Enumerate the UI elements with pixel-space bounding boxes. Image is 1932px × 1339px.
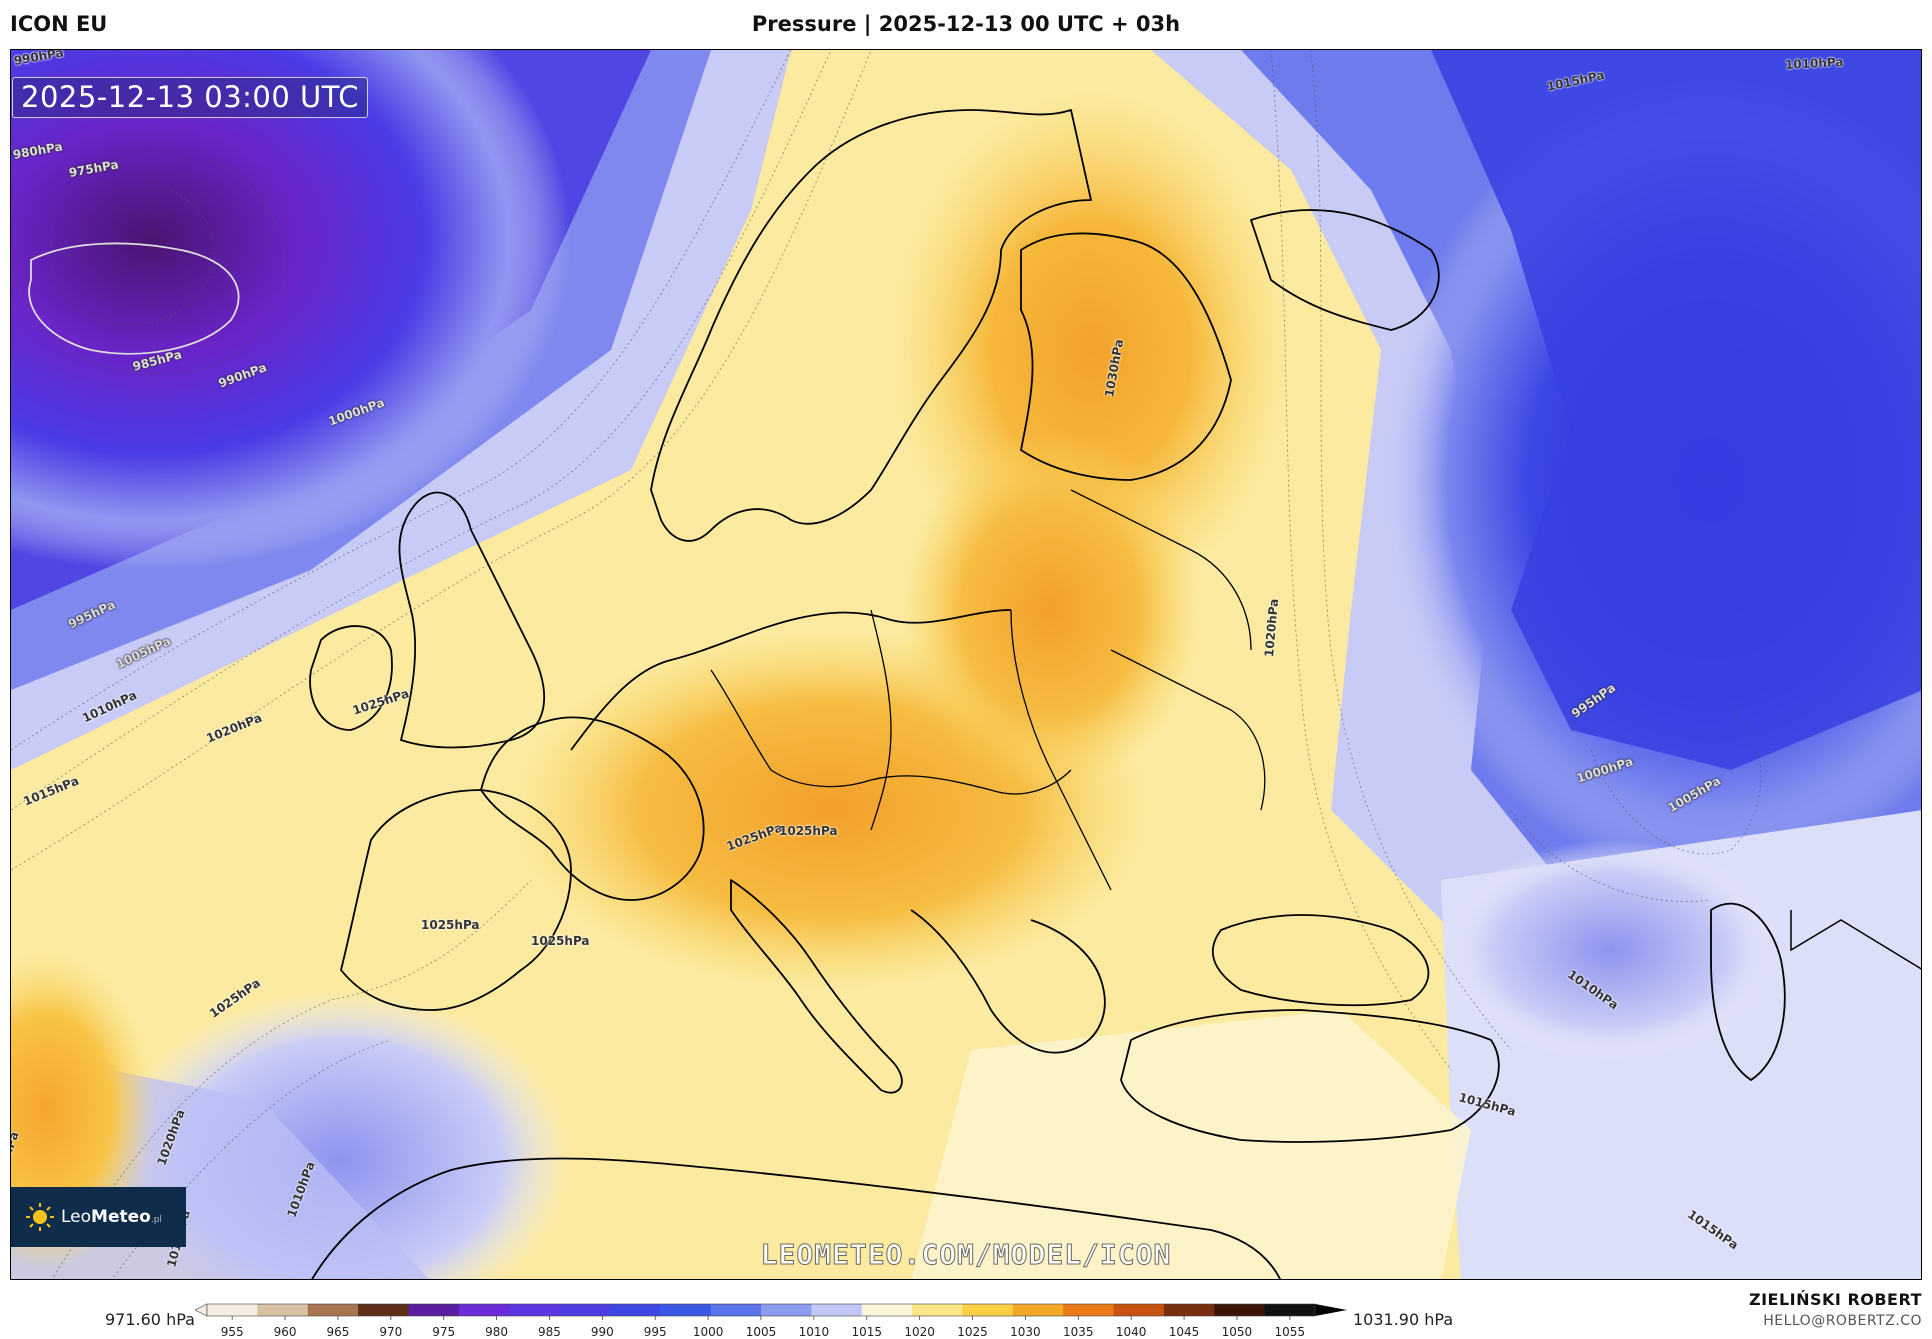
colorbar-segment [509,1304,561,1316]
colorbar-segment [559,1304,611,1316]
colorbar-tick-label: 970 [379,1325,403,1339]
colorbar-segment [1214,1304,1266,1316]
colorbar-segment [408,1304,460,1316]
site-watermark: LEOMETEO.COM/MODEL/ICON [760,1238,1172,1272]
colorbar-tick-label: 1050 [1221,1325,1253,1339]
colorbar-segment [458,1304,510,1316]
colorbar-segment [257,1304,309,1316]
colorbar-segment [761,1304,812,1316]
sun-icon [26,1203,54,1231]
colorbar-max-label: 1031.90 hPa [1353,1310,1454,1329]
isobar-label: 1025hPa [421,918,480,932]
colorbar-extend-high [1315,1304,1347,1316]
colorbar-tick-label: 1045 [1168,1325,1200,1339]
colorbar-tick-label: 1020 [904,1325,935,1339]
colorbar-segment [307,1304,359,1316]
colorbar-extend-low [195,1303,208,1317]
isobar-label: 1025hPa [531,934,590,948]
colorbar-tick-label: 965 [326,1325,350,1339]
isobar-label: 1025hPa [779,824,838,838]
logo-text: LeoMeteo.pl [61,1207,162,1227]
colorbar-segment [1063,1304,1115,1316]
colorbar-tick-label: 985 [538,1325,561,1339]
colorbar-tick-label: 960 [273,1325,297,1339]
colorbar-segment [1163,1304,1215,1316]
colorbar-segment [912,1304,963,1316]
author-name: ZIELIŃSKI ROBERT [1748,1290,1922,1309]
colorbar-segment [358,1304,409,1316]
map-title: Pressure | 2025-12-13 00 UTC + 03h [751,12,1181,36]
colorbar-min-label: 971.60 hPa [105,1310,195,1329]
colorbar-segment [660,1304,712,1316]
colorbar-segment [609,1304,661,1316]
colorbar-segment [811,1304,863,1316]
colorbar-segment [1113,1304,1165,1316]
colorbar-tick-label: 1010 [798,1325,830,1339]
colorbar-segment [861,1304,913,1316]
pressure-field [11,50,1921,1279]
colorbar-tick-label: 1040 [1115,1325,1147,1339]
valid-time-badge: 2025-12-13 03:00 UTC [12,77,369,118]
colorbar-tick-label: 1005 [745,1325,777,1339]
colorbar-tick-label: 1035 [1063,1325,1094,1339]
colorbar-tick-label: 975 [432,1325,456,1339]
colorbar [195,1303,1347,1320]
colorbar-tick-label: 1000 [692,1325,724,1339]
colorbar-tick-label: 1015 [851,1325,883,1339]
leometeo-logo[interactable]: LeoMeteo.pl [11,1187,186,1247]
author-email[interactable]: HELLO@ROBERTZ.CO [1763,1313,1922,1329]
colorbar-tick-label: 980 [485,1325,509,1339]
colorbar-tick-label: 1055 [1274,1325,1306,1339]
colorbar-tick-label: 990 [590,1325,614,1339]
colorbar-segment [1012,1304,1064,1316]
colorbar-tick-label: 995 [643,1325,667,1339]
colorbar-segment [710,1304,762,1316]
colorbar-tick-label: 1025 [957,1325,988,1339]
colorbar-segment [1264,1304,1316,1316]
colorbar-segment [962,1304,1014,1316]
pressure-map[interactable]: 990hPa 980hPa 975hPa 985hPa 990hPa 1000h… [10,49,1922,1280]
colorbar-tick-label: 1030 [1010,1325,1041,1339]
colorbar-tick-label: 955 [220,1325,244,1339]
model-name: ICON EU [10,12,108,36]
colorbar-segment [207,1304,258,1316]
